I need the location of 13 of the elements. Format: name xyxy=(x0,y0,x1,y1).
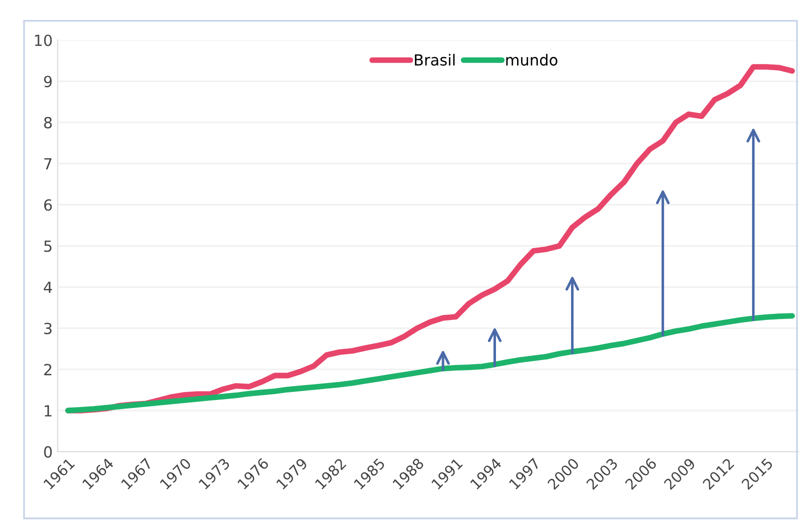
y-tick-label: 2 xyxy=(44,364,52,376)
y-tick-label: 4 xyxy=(44,282,52,293)
y-tick-label: 0 xyxy=(44,446,52,458)
legend-label: Brasil xyxy=(414,54,455,66)
legend-label: mundo xyxy=(506,54,558,66)
y-tick-label: 9 xyxy=(44,76,52,88)
y-tick-label: 10 xyxy=(35,34,52,46)
y-tick-label: 8 xyxy=(44,116,52,128)
y-tick-label: 5 xyxy=(44,240,52,252)
y-tick-label: 1 xyxy=(44,405,52,416)
y-tick-label: 7 xyxy=(44,158,52,170)
y-tick-label: 6 xyxy=(44,199,52,211)
y-tick-label: 3 xyxy=(44,322,52,334)
